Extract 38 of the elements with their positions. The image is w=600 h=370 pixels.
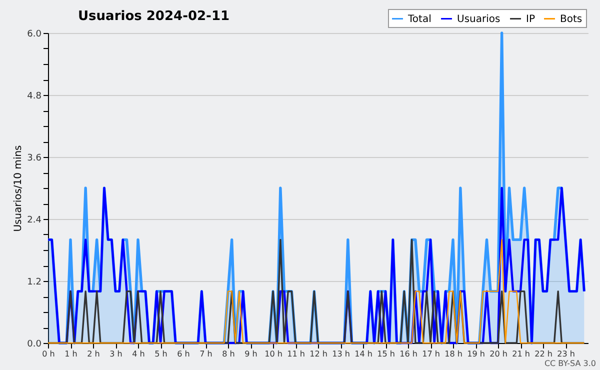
- legend-label: Bots: [560, 14, 582, 25]
- x-tick-label: 21 h: [512, 350, 530, 358]
- legend-label: IP: [526, 14, 535, 25]
- x-tick-label: 7 h: [200, 350, 212, 358]
- x-tick-label: 23 h: [557, 350, 575, 358]
- x-tick-label: 3 h: [110, 350, 122, 358]
- y-tick-label: 6.0: [27, 30, 42, 40]
- x-tick-label: 5 h: [154, 350, 168, 358]
- x-tick-label: 13 h: [332, 350, 350, 358]
- x-tick-label: 4 h: [132, 350, 145, 358]
- y-tick-label: 3.6: [27, 154, 42, 164]
- x-tick-label: 10 h: [264, 350, 282, 358]
- x-tick-label: 18 h: [444, 350, 462, 358]
- text: CC BY-SA 3.0: [544, 359, 596, 368]
- x-tick-label: 0 h: [42, 350, 55, 358]
- x-tick-label: 1 h: [64, 350, 78, 358]
- chart-title: Usuarios 2024-02-11: [78, 9, 230, 24]
- y-tick-label: 4.8: [27, 92, 42, 102]
- y-tick-label: 1.2: [27, 278, 42, 288]
- y-tick-label: 0.0: [27, 340, 42, 350]
- x-tick-label: 8 h: [222, 350, 235, 358]
- x-tick-label: 16 h: [400, 350, 418, 358]
- x-tick-label: 14 h: [354, 350, 372, 358]
- x-tick-label: 9 h: [244, 350, 258, 358]
- y-axis-title: Usuarios/10 mins: [13, 145, 24, 232]
- x-tick-label: 6 h: [177, 350, 190, 358]
- x-tick-label: 2 h: [87, 350, 100, 358]
- x-tick-label: 17 h: [422, 350, 440, 358]
- line-series: [46, 186, 586, 344]
- x-tick-label: 20 h: [490, 350, 508, 358]
- x-tick-label: 12 h: [310, 350, 328, 358]
- x-tick-label: 19 h: [467, 350, 485, 358]
- x-tick-label: 11 h: [287, 350, 305, 358]
- legend-label: Total: [407, 14, 432, 25]
- legend-label: Usuarios: [457, 14, 500, 25]
- y-tick-label: 2.4: [27, 216, 42, 226]
- x-tick-label: 15 h: [377, 350, 395, 358]
- x-tick-label: 22 h: [534, 350, 552, 358]
